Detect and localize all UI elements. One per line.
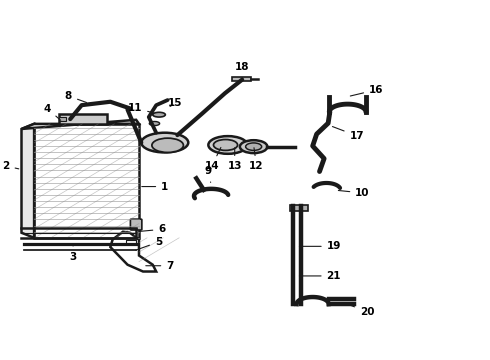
Ellipse shape [152,138,183,152]
Text: 15: 15 [168,98,182,108]
Bar [232,77,251,81]
Text: 8: 8 [65,91,87,103]
Text: 21: 21 [299,271,341,281]
Text: 4: 4 [44,104,61,120]
Text: 5: 5 [136,237,162,250]
Ellipse shape [153,112,165,117]
Text: 2: 2 [2,161,19,171]
Polygon shape [22,124,34,238]
Text: 14: 14 [204,148,221,171]
Ellipse shape [214,140,238,150]
Ellipse shape [141,133,188,152]
Text: 17: 17 [332,127,364,141]
Text: 20: 20 [344,303,374,317]
Text: 16: 16 [350,85,384,96]
Text: 6: 6 [139,224,166,234]
Text: 7: 7 [146,261,173,271]
Text: 12: 12 [249,148,264,171]
FancyBboxPatch shape [130,219,142,230]
Text: 3: 3 [70,245,77,262]
Bar [59,114,107,124]
Ellipse shape [208,136,247,154]
Polygon shape [22,120,139,129]
Text: 11: 11 [128,103,153,113]
Bar [59,117,66,121]
Ellipse shape [149,121,160,126]
Text: 19: 19 [299,241,341,251]
Text: 9: 9 [205,166,212,183]
Text: 10: 10 [339,188,370,198]
Text: 1: 1 [142,181,169,192]
Text: 18: 18 [235,62,249,78]
Ellipse shape [240,140,268,153]
Bar [34,124,139,238]
Bar [290,205,308,211]
Text: 13: 13 [227,148,242,171]
Ellipse shape [245,143,262,150]
